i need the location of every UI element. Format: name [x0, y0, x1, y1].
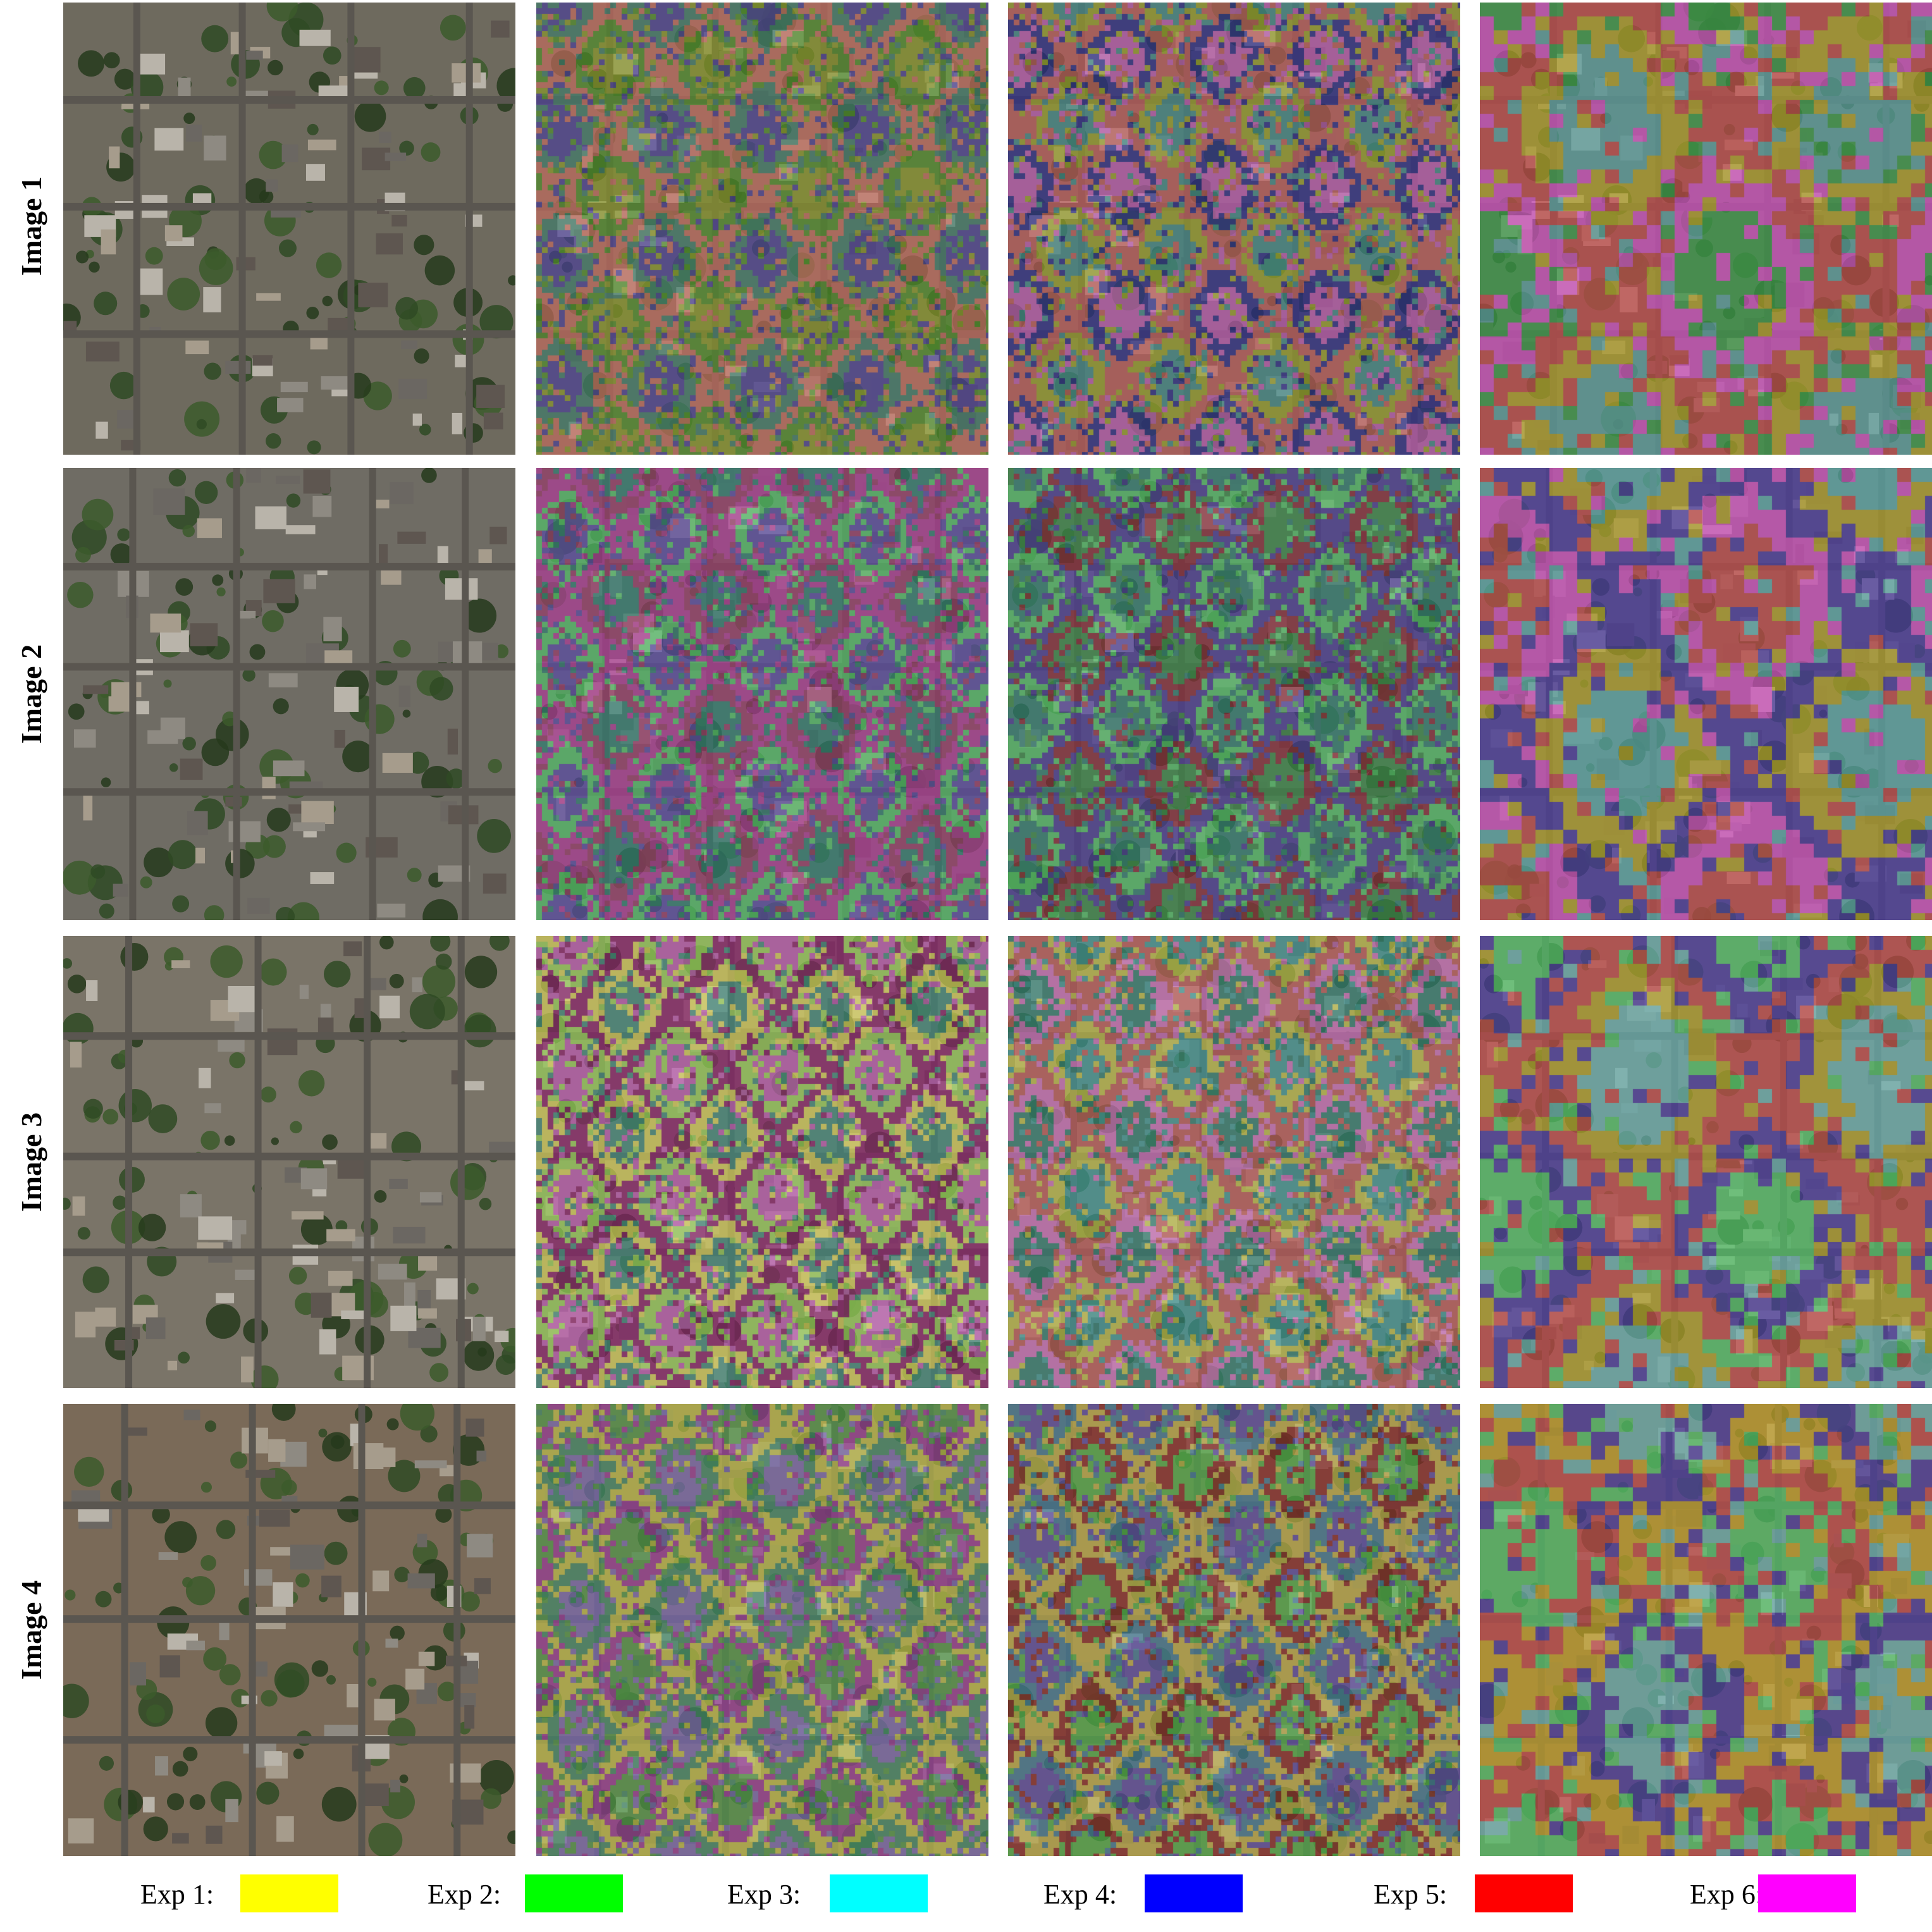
aerial-photo	[63, 3, 515, 455]
expert-assignment-overlay	[1008, 3, 1460, 455]
expert-assignment-overlay	[1480, 936, 1932, 1388]
expert-assignment-overlay	[536, 468, 988, 920]
legend-swatch-exp-3	[830, 1874, 928, 1912]
panel-image-2-overlay-b	[1008, 468, 1460, 920]
legend-swatch-exp-2	[525, 1874, 623, 1912]
expert-assignment-overlay	[1480, 468, 1932, 920]
legend-swatch-exp-6	[1758, 1874, 1856, 1912]
panel-image-2-original	[63, 468, 515, 920]
legend-label-exp-1: Exp 1:	[140, 1879, 214, 1910]
legend-label-exp-2: Exp 2:	[428, 1879, 501, 1910]
expert-assignment-overlay	[1480, 1404, 1932, 1856]
legend-swatch-exp-1	[240, 1874, 338, 1912]
panel-image-4-original	[63, 1404, 515, 1856]
row-label-image-4: Image 4	[15, 1580, 48, 1680]
row-label-image-1: Image 1	[15, 176, 48, 276]
row-label-image-3: Image 3	[15, 1112, 48, 1212]
expert-assignment-overlay	[1480, 3, 1932, 455]
panel-image-1-original	[63, 3, 515, 455]
panel-image-4-overlay-c	[1480, 1404, 1932, 1856]
panel-image-3-overlay-a	[536, 936, 988, 1388]
expert-assignment-overlay	[536, 936, 988, 1388]
expert-assignment-overlay	[1008, 936, 1460, 1388]
legend-swatch-exp-5	[1475, 1874, 1573, 1912]
legend-label-exp-4: Exp 4:	[1043, 1879, 1117, 1910]
aerial-photo	[63, 936, 515, 1388]
panel-image-3-original	[63, 936, 515, 1388]
legend-label-exp-3: Exp 3:	[727, 1879, 801, 1910]
expert-assignment-overlay	[1008, 468, 1460, 920]
legend-label-exp-5: Exp 5:	[1374, 1879, 1448, 1910]
row-label-image-2: Image 2	[15, 644, 48, 744]
panel-image-3-overlay-c	[1480, 936, 1932, 1388]
legend-label-exp-6: Exp 6:	[1690, 1879, 1764, 1910]
expert-assignment-overlay	[536, 3, 988, 455]
panel-image-3-overlay-b	[1008, 936, 1460, 1388]
legend-swatch-exp-4	[1145, 1874, 1243, 1912]
panel-image-1-overlay-a	[536, 3, 988, 455]
panel-image-1-overlay-c	[1480, 3, 1932, 455]
expert-assignment-overlay	[536, 1404, 988, 1856]
panel-image-4-overlay-a	[536, 1404, 988, 1856]
panel-image-1-overlay-b	[1008, 3, 1460, 455]
panel-image-2-overlay-a	[536, 468, 988, 920]
panel-image-2-overlay-c	[1480, 468, 1932, 920]
expert-assignment-overlay	[1008, 1404, 1460, 1856]
aerial-photo	[63, 468, 515, 920]
panel-image-4-overlay-b	[1008, 1404, 1460, 1856]
aerial-photo	[63, 1404, 515, 1856]
